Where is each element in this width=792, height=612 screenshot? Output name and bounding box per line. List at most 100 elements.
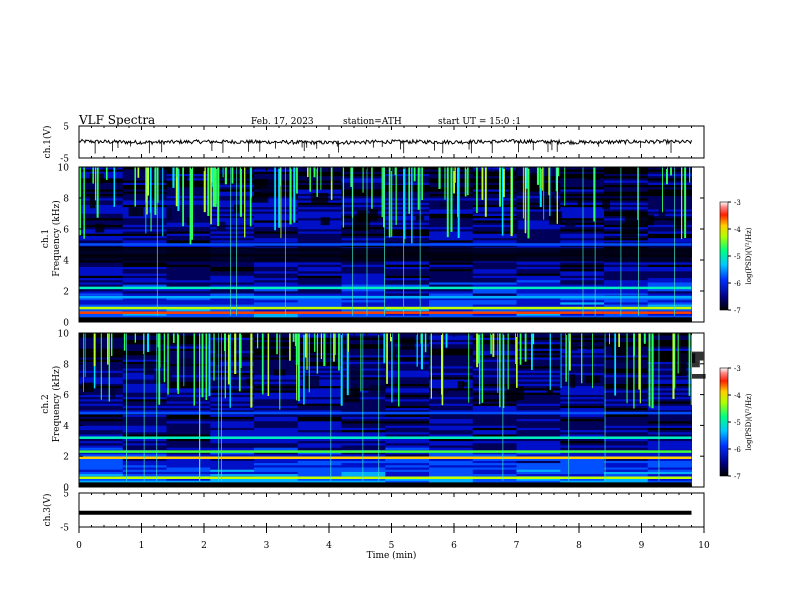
ch2-spectrogram-cell (429, 440, 474, 444)
ch1-spectrogram-cell (166, 202, 211, 205)
ch1-spectrogram-cell (604, 189, 649, 192)
ch1-spectrogram-cell (341, 282, 386, 285)
ch2-spectrogram-cell (210, 414, 255, 417)
ch1-spectrogram-cell (122, 308, 167, 312)
ch1-spectrogram-cell (341, 169, 386, 172)
ch2-spectrogram-cell (341, 335, 386, 338)
ch2-spectrogram-cell (560, 423, 605, 426)
ch1-spectrogram-cell (297, 268, 342, 272)
ch1-spectrogram-cell (560, 175, 605, 179)
ch2-spectrogram-cell (210, 388, 255, 391)
ch2-spectrogram-cell (210, 359, 255, 362)
ch2-spectrogram-cell (560, 374, 605, 378)
ch1-spectrogram-cell (210, 211, 255, 214)
ch1-spectrogram-cell (516, 293, 561, 296)
ch1-spectrogram-cell (341, 204, 386, 208)
ch1-spectrogram-cell (429, 273, 474, 276)
ch1-spectrogram-cell (472, 313, 517, 316)
ch1-spectrogram-cell (341, 195, 386, 199)
ch1-spectrogram-cell (560, 279, 605, 283)
ch2-spectrogram-cell (297, 473, 342, 477)
ch2-spectrogram-cell (429, 462, 474, 466)
ch2-spectrogram-cell (472, 447, 517, 450)
ch1-spectrogram-cell (297, 167, 342, 170)
ch2-spectrogram-cell (79, 425, 124, 428)
ch2-spectrogram-cell (254, 469, 299, 472)
ch2-spectrogram-dark-patch (506, 386, 525, 400)
ch2-spectrogram-cell (166, 425, 211, 428)
ch2-spectrogram-cell (472, 359, 517, 362)
ch1-spectrogram-cell (647, 282, 692, 285)
ch1-spectrogram-cell (516, 297, 561, 301)
ch2-spectrogram-cell (516, 480, 561, 483)
ch2-spectrogram-cell (647, 471, 692, 475)
ch2-spectrogram-cell (560, 421, 605, 424)
ch1-spectrogram-cell (341, 291, 386, 294)
ch1-spectrogram-cell (210, 284, 255, 287)
ch2-spectrogram-dark-patch (401, 357, 417, 362)
ch1-spectrogram-cell (472, 277, 517, 281)
ch2-spectrogram-cell (516, 438, 561, 442)
ch1-spectrogram-cell (385, 284, 430, 287)
ch1-spectrogram-cell (472, 284, 517, 287)
ch1-spectrogram-cell (472, 209, 517, 212)
ch1-spectrogram-cell (472, 231, 517, 234)
ch2-spectrogram-cell (79, 405, 124, 409)
ch2-spectrogram-cell (122, 346, 167, 349)
ch1-spectrogram-cell (297, 233, 342, 236)
ch2-spectrogram-cell (472, 372, 517, 376)
ch1-spectrogram-cell (79, 215, 124, 219)
ch2-spectrogram-cell (79, 401, 124, 404)
ch2-spectrogram-cell (79, 460, 124, 464)
ch2-spectrogram-cell (210, 416, 255, 420)
ch2-spectrogram-cell (341, 416, 386, 420)
ch2-spectrogram-cell (254, 478, 299, 481)
ch2-spectrogram-cell (385, 381, 430, 384)
ch2-spectrogram-cell (210, 471, 255, 475)
ch1-spectrogram-cell (472, 268, 517, 272)
ch2-spectrogram-cell (647, 335, 692, 338)
ch1-spectrogram-cell (122, 235, 167, 239)
ch2-spectrogram-cell (604, 333, 649, 336)
ch1-spectrogram-cell (385, 204, 430, 208)
ch2-spectrogram-cell (647, 407, 692, 411)
ch2-spectrogram-cell (429, 418, 474, 422)
ch2-spectrogram-cell (122, 350, 167, 354)
ch2-spectrogram-cell (166, 471, 211, 475)
ch1-spectrogram-cell (122, 233, 167, 236)
ch1-spectrogram-cell (647, 313, 692, 316)
ch2-spectrogram-cell (604, 390, 649, 393)
ch1-spectrogram-cell (79, 184, 124, 188)
ch2-spectrogram-cell (254, 440, 299, 444)
ch2-spectrogram-cell (472, 381, 517, 384)
ch2-spectrogram-cell (429, 368, 474, 371)
ch1-spectrogram-cell (604, 195, 649, 199)
ch2-spectrogram-cell (604, 451, 649, 455)
ch1-spectrogram-cell (122, 262, 167, 265)
ch2-spectrogram-cell (341, 392, 386, 395)
ch1-spectrogram-ytick-label: 8 (63, 195, 69, 205)
ch1-spectrogram-cell (79, 271, 124, 274)
ch2-spectrogram-cell (166, 339, 211, 343)
ch2-spectrogram-cell (472, 374, 517, 378)
ch1-spectrogram-cell (79, 171, 124, 174)
ch2-spectrogram-cell (604, 337, 649, 340)
ch1-spectrogram-cell (647, 233, 692, 236)
ch1-spectrogram-cell (647, 224, 692, 228)
ch1-spectrogram-cell (560, 229, 605, 232)
ch1-spectrogram-cell (210, 191, 255, 194)
ch2-spectrogram-cell (516, 445, 561, 448)
ch1-spectrogram-cell (385, 224, 430, 228)
ch1-spectrogram-cell (122, 189, 167, 192)
ch1-spectrogram-cell (122, 178, 167, 181)
ch2-spectrogram-cell (122, 425, 167, 428)
colorbar-ch2-tick-label: -5 (734, 419, 741, 427)
ch2-spectrogram-cell (647, 447, 692, 450)
ch1-spectrogram-cell (122, 213, 167, 217)
ch2-spectrogram-cell (429, 427, 474, 431)
ch1-spectrogram-cell (647, 315, 692, 318)
ch1-spectrogram-cell (647, 171, 692, 174)
ch2-spectrogram-cell (429, 469, 474, 472)
ch1-spectrogram-cell (166, 186, 211, 190)
